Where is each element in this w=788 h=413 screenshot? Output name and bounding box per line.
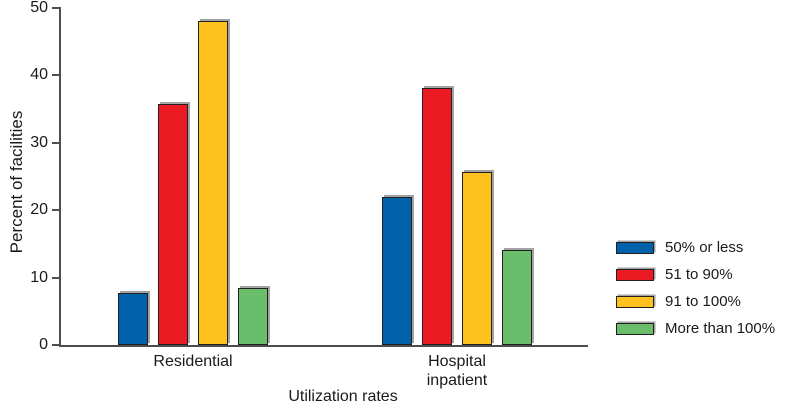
bar-residential-more-than-100 bbox=[238, 288, 268, 345]
bar-hospital-inpatient-50-or-less bbox=[382, 196, 412, 345]
y-tick-mark bbox=[52, 74, 60, 77]
y-tick-label: 10 bbox=[30, 268, 48, 286]
legend-swatch bbox=[616, 241, 654, 254]
x-axis-line bbox=[59, 345, 588, 347]
y-axis-title: Percent of facilities bbox=[7, 110, 26, 254]
bar-residential-50-or-less bbox=[118, 293, 148, 345]
y-tick-mark bbox=[52, 141, 60, 144]
legend-label: More than 100% bbox=[665, 320, 776, 337]
y-tick-label: 40 bbox=[30, 66, 48, 84]
legend: 50% or less 51 to 90% 91 to 100% More th… bbox=[616, 234, 775, 342]
legend-label: 91 to 100% bbox=[665, 293, 741, 310]
x-axis-title: Utilization rates bbox=[288, 388, 398, 405]
y-tick-mark bbox=[52, 344, 60, 346]
bar-hospital-inpatient-91-to-100 bbox=[462, 171, 492, 345]
category-label-residential: Residential bbox=[153, 353, 233, 370]
bar-residential-51-to-90 bbox=[158, 104, 188, 345]
legend-item: More than 100% bbox=[616, 315, 775, 342]
bar-hospital-inpatient-more-than-100 bbox=[502, 249, 532, 345]
y-tick-label: 0 bbox=[39, 336, 48, 353]
legend-item: 91 to 100% bbox=[616, 288, 775, 315]
y-tick-mark bbox=[52, 209, 60, 212]
legend-swatch bbox=[616, 322, 654, 335]
y-tick-mark bbox=[52, 276, 60, 279]
y-tick-label: 30 bbox=[30, 133, 48, 151]
legend-label: 50% or less bbox=[665, 239, 744, 256]
legend-item: 51 to 90% bbox=[616, 261, 775, 288]
legend-swatch bbox=[616, 295, 654, 308]
y-axis-line bbox=[59, 7, 61, 347]
y-tick-mark bbox=[52, 7, 60, 9]
y-tick-label: 50 bbox=[30, 0, 48, 16]
y-tick-label: 20 bbox=[30, 201, 48, 219]
legend-item: 50% or less bbox=[616, 234, 775, 261]
category-label-hospital-inpatient: Hospital inpatient bbox=[426, 353, 488, 389]
legend-label: 51 to 90% bbox=[665, 266, 733, 283]
bar-hospital-inpatient-51-to-90 bbox=[422, 88, 452, 345]
legend-swatch bbox=[616, 268, 654, 281]
bar-residential-91-to-100 bbox=[198, 20, 228, 345]
